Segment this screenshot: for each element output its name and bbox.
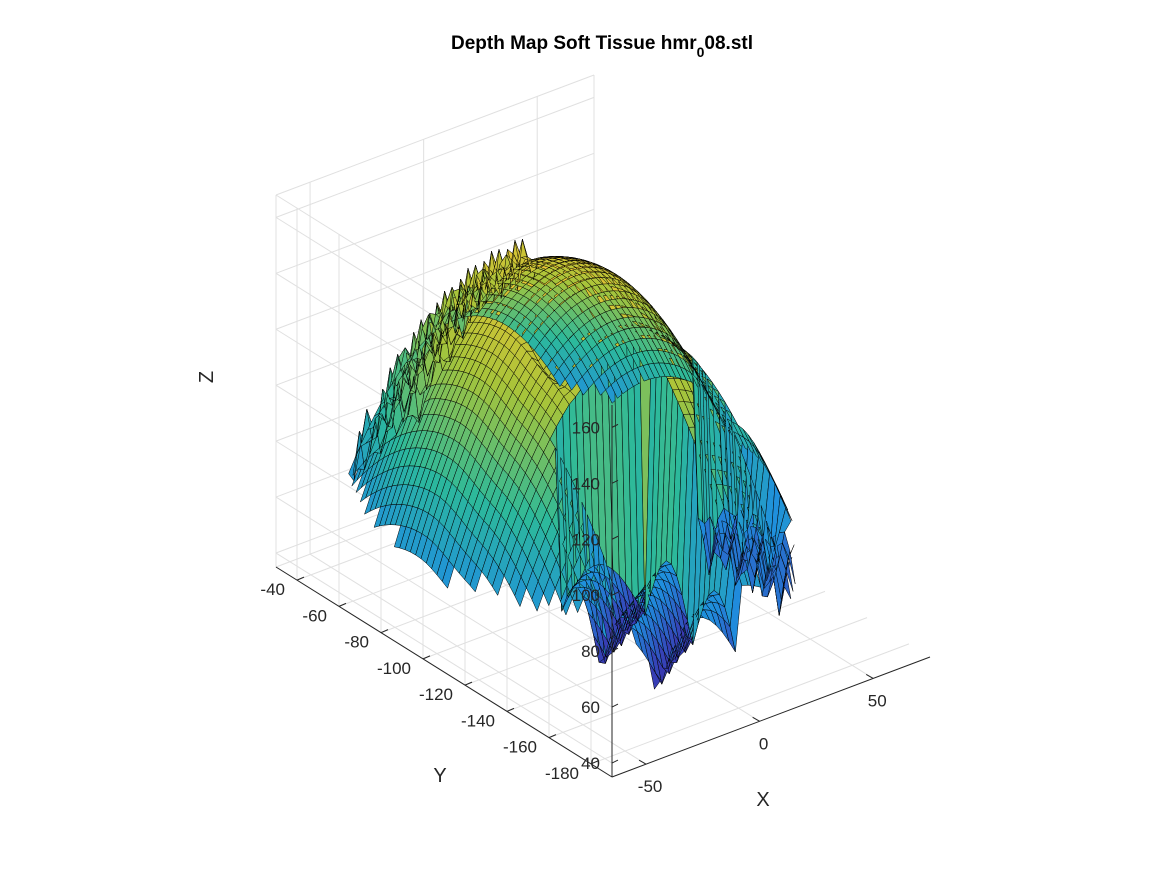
z-tick-label: 120 bbox=[572, 530, 600, 549]
y-axis-label: Y bbox=[433, 765, 446, 787]
y-tick-label: -160 bbox=[503, 738, 537, 757]
z-tick-label: 160 bbox=[572, 418, 600, 437]
y-tick-label: -180 bbox=[545, 764, 579, 783]
z-tick-label: 140 bbox=[572, 474, 600, 493]
y-tick-label: -120 bbox=[419, 685, 453, 704]
y-tick-label: -100 bbox=[377, 659, 411, 678]
y-tick-label: -140 bbox=[461, 711, 495, 730]
y-tick-label: -80 bbox=[344, 633, 369, 652]
title-suffix: 08.stl bbox=[704, 33, 753, 54]
z-tick-label: 60 bbox=[581, 698, 600, 717]
x-tick-label: 0 bbox=[759, 734, 768, 753]
z-axis-label: Z bbox=[196, 371, 218, 383]
x-tick-label: 50 bbox=[868, 691, 887, 710]
y-tick-label: -40 bbox=[260, 580, 285, 599]
title-subscript: 0 bbox=[697, 44, 705, 60]
z-tick-label: 80 bbox=[581, 642, 600, 661]
z-tick-label: 100 bbox=[572, 586, 600, 605]
x-axis-label: X bbox=[756, 789, 769, 811]
title-prefix: Depth Map Soft Tissue hmr bbox=[451, 33, 697, 54]
y-tick-label: -60 bbox=[302, 606, 327, 625]
x-tick-label: -50 bbox=[638, 777, 663, 796]
